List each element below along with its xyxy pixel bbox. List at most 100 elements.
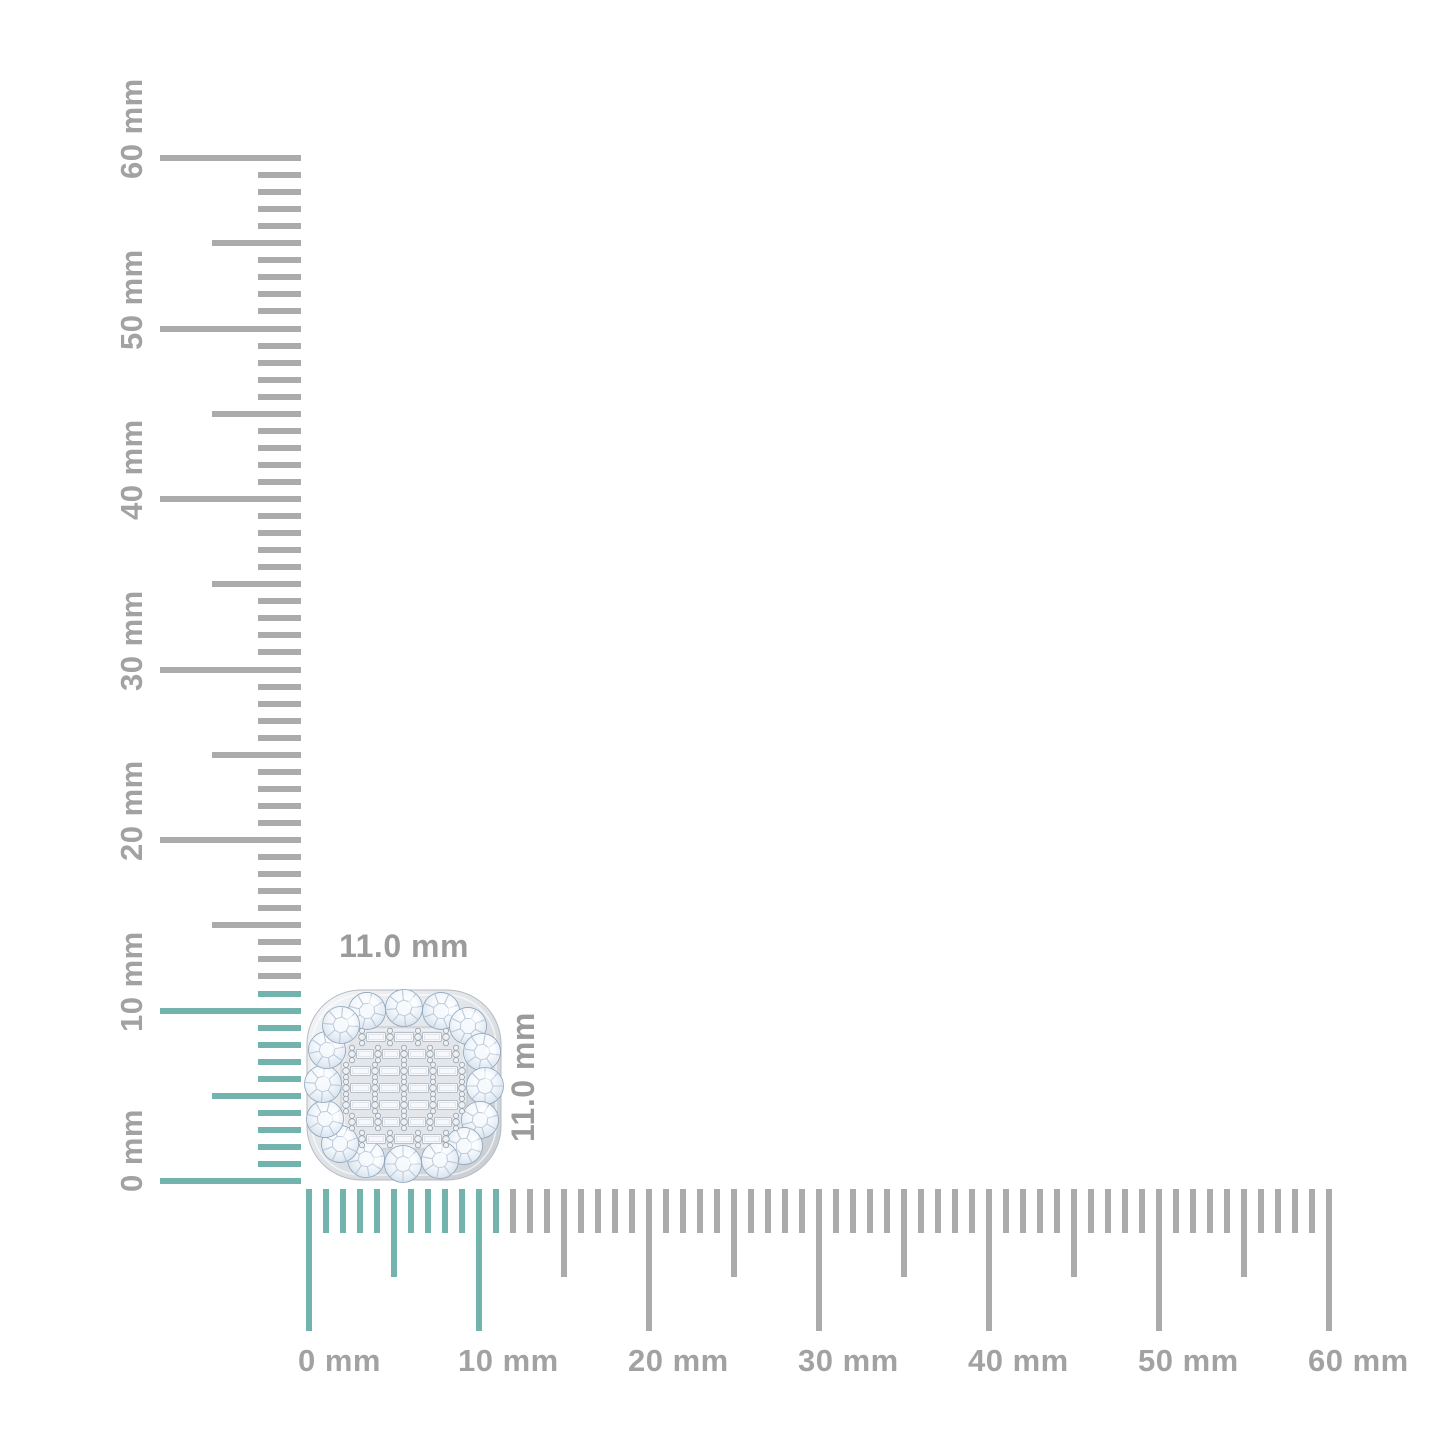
baguette-diamond bbox=[408, 1049, 426, 1059]
h-ruler-tick bbox=[323, 1189, 329, 1233]
milgrain-dots bbox=[342, 1078, 350, 1098]
v-ruler-label-60: 60 mm bbox=[114, 78, 149, 179]
v-ruler-tick bbox=[258, 444, 301, 451]
h-ruler-tick bbox=[1190, 1189, 1196, 1233]
baguette-diamond bbox=[408, 1117, 426, 1127]
h-ruler-tick bbox=[918, 1189, 924, 1233]
milgrain-dots bbox=[400, 1095, 408, 1115]
v-ruler-tick bbox=[258, 768, 301, 775]
milgrain-dots bbox=[342, 1095, 350, 1115]
v-ruler-tick bbox=[258, 956, 301, 963]
h-ruler-tick bbox=[374, 1189, 380, 1233]
h-ruler-tick bbox=[1241, 1189, 1247, 1277]
v-ruler-tick bbox=[258, 513, 301, 519]
milgrain-dots bbox=[371, 1095, 379, 1115]
v-ruler-major-tick bbox=[160, 155, 301, 161]
baguette-diamond bbox=[434, 1049, 452, 1059]
v-ruler-tick bbox=[258, 257, 301, 264]
h-ruler-tick bbox=[1071, 1189, 1077, 1277]
h-ruler-tick bbox=[765, 1189, 771, 1233]
halo-diamond bbox=[466, 1067, 504, 1105]
v-ruler-tick bbox=[258, 342, 301, 349]
v-ruler-tick bbox=[258, 206, 301, 213]
milgrain-dots bbox=[400, 1044, 408, 1064]
v-ruler-tick bbox=[258, 427, 301, 434]
h-ruler-tick bbox=[1224, 1189, 1230, 1233]
v-ruler-label-0: 0 mm bbox=[114, 1109, 149, 1192]
h-ruler-tick bbox=[425, 1189, 431, 1233]
h-ruler-label-10: 10 mm bbox=[458, 1343, 559, 1378]
v-ruler-tick bbox=[258, 683, 301, 690]
milgrain-dots bbox=[371, 1078, 379, 1098]
v-ruler-tick bbox=[212, 751, 301, 758]
h-ruler-major-tick bbox=[306, 1189, 312, 1331]
v-ruler-major-tick bbox=[160, 1178, 301, 1184]
v-ruler-tick bbox=[258, 376, 301, 383]
h-ruler-label-30: 30 mm bbox=[798, 1343, 899, 1378]
v-ruler-tick bbox=[258, 189, 301, 196]
product-image bbox=[304, 988, 504, 1184]
h-ruler-tick bbox=[799, 1189, 805, 1233]
h-ruler-major-tick bbox=[646, 1189, 652, 1331]
milgrain-dots bbox=[429, 1061, 437, 1081]
h-ruler-tick bbox=[935, 1189, 941, 1233]
milgrain-dots bbox=[400, 1061, 408, 1081]
milgrain-dots bbox=[374, 1044, 382, 1064]
v-ruler-tick bbox=[258, 905, 301, 912]
v-ruler-tick bbox=[258, 700, 301, 707]
h-ruler-major-tick bbox=[1156, 1189, 1162, 1331]
milgrain-dots bbox=[342, 1061, 350, 1081]
v-ruler-tick bbox=[258, 291, 301, 298]
v-ruler-label-10: 10 mm bbox=[114, 931, 149, 1032]
h-ruler-tick bbox=[748, 1189, 754, 1233]
v-ruler-major-tick bbox=[160, 666, 301, 673]
baguette-diamond bbox=[350, 1083, 371, 1093]
baguette-diamond bbox=[379, 1083, 400, 1093]
h-ruler-major-tick bbox=[1326, 1189, 1332, 1331]
v-ruler-tick bbox=[212, 922, 301, 929]
v-ruler-major-tick bbox=[160, 1007, 301, 1014]
milgrain-dots bbox=[452, 1044, 460, 1064]
milgrain-dots bbox=[414, 1027, 422, 1047]
milgrain-dots bbox=[458, 1095, 466, 1115]
v-ruler-tick bbox=[258, 785, 301, 792]
h-ruler-tick bbox=[1292, 1189, 1298, 1233]
h-ruler-tick bbox=[731, 1189, 737, 1277]
v-ruler-tick bbox=[258, 478, 301, 485]
h-ruler-tick bbox=[714, 1189, 720, 1233]
milgrain-dots bbox=[348, 1044, 356, 1064]
v-ruler-tick bbox=[258, 615, 301, 622]
h-ruler-tick bbox=[901, 1189, 907, 1277]
baguette-diamond bbox=[366, 1032, 386, 1042]
v-ruler-label-50: 50 mm bbox=[114, 249, 149, 350]
h-ruler-major-tick bbox=[816, 1189, 822, 1331]
v-ruler-tick bbox=[258, 598, 301, 605]
h-ruler-tick bbox=[1054, 1189, 1060, 1233]
h-ruler-tick bbox=[357, 1189, 363, 1233]
h-ruler-tick bbox=[833, 1189, 839, 1233]
h-ruler-tick bbox=[459, 1189, 465, 1233]
v-ruler-tick bbox=[258, 461, 301, 468]
h-ruler-tick bbox=[391, 1189, 397, 1277]
h-ruler-tick bbox=[663, 1189, 669, 1233]
h-ruler-tick bbox=[578, 1189, 584, 1233]
milgrain-dots bbox=[400, 1112, 408, 1132]
baguette-diamond bbox=[379, 1066, 400, 1076]
milgrain-dots bbox=[374, 1112, 382, 1132]
milgrain-dots bbox=[414, 1129, 422, 1149]
baguette-diamond bbox=[350, 1100, 371, 1110]
h-ruler-tick bbox=[629, 1189, 635, 1233]
h-ruler-tick bbox=[680, 1189, 686, 1233]
v-ruler-tick bbox=[258, 888, 301, 895]
h-ruler-label-50: 50 mm bbox=[1138, 1343, 1239, 1378]
v-ruler-tick bbox=[258, 1126, 301, 1133]
h-ruler-tick bbox=[1139, 1189, 1145, 1233]
v-ruler-tick bbox=[258, 1161, 301, 1167]
milgrain-dots bbox=[426, 1044, 434, 1064]
baguette-diamond bbox=[437, 1066, 458, 1076]
h-ruler-tick bbox=[952, 1189, 958, 1233]
h-ruler-tick bbox=[1275, 1189, 1281, 1233]
baguette-diamond bbox=[366, 1134, 386, 1144]
baguette-diamond bbox=[408, 1083, 429, 1093]
milgrain-dots bbox=[371, 1061, 379, 1081]
